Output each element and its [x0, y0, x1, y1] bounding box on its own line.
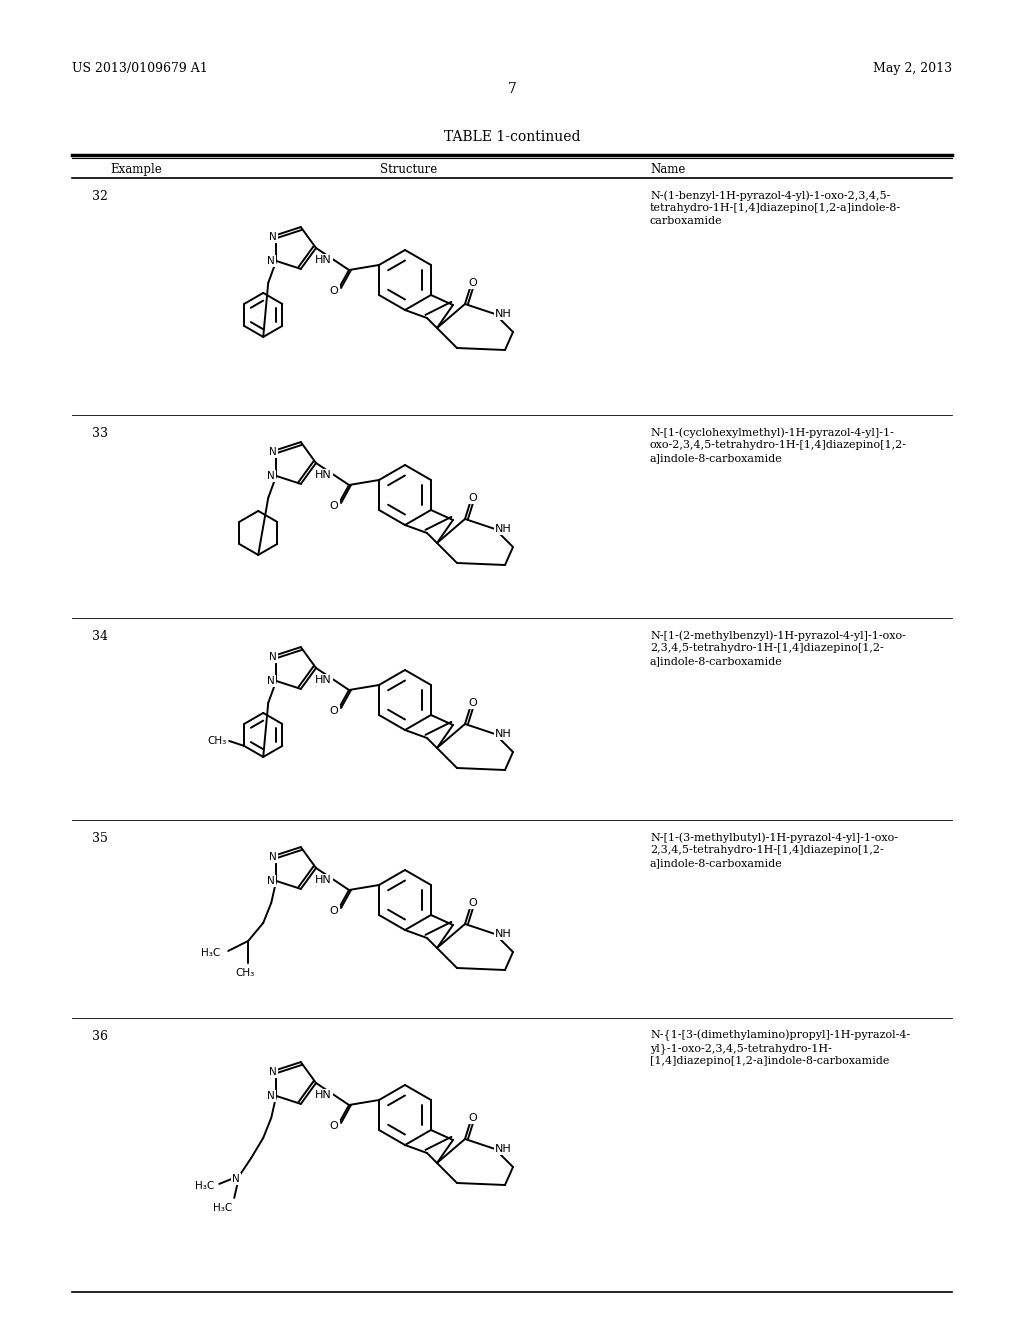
Text: 34: 34 — [92, 630, 108, 643]
Text: a]indole-8-carboxamide: a]indole-8-carboxamide — [650, 656, 782, 667]
Text: NH: NH — [495, 1144, 511, 1154]
Text: NH: NH — [495, 929, 511, 939]
Text: O: O — [469, 698, 477, 708]
Text: a]indole-8-carboxamide: a]indole-8-carboxamide — [650, 453, 782, 463]
Text: 35: 35 — [92, 832, 108, 845]
Text: H₃C: H₃C — [195, 1181, 214, 1191]
Text: O: O — [330, 502, 338, 511]
Text: CH₃: CH₃ — [208, 737, 226, 746]
Text: N: N — [267, 256, 275, 265]
Text: O: O — [330, 1121, 338, 1131]
Text: N: N — [267, 471, 275, 480]
Text: O: O — [330, 706, 338, 715]
Text: O: O — [469, 1113, 477, 1123]
Text: NH: NH — [495, 309, 511, 319]
Text: N: N — [269, 652, 278, 663]
Text: N: N — [267, 876, 275, 886]
Text: 2,3,4,5-tetrahydro-1H-[1,4]diazepino[1,2-: 2,3,4,5-tetrahydro-1H-[1,4]diazepino[1,2… — [650, 845, 884, 855]
Text: N-[1-(cyclohexylmethyl)-1H-pyrazol-4-yl]-1-: N-[1-(cyclohexylmethyl)-1H-pyrazol-4-yl]… — [650, 426, 894, 437]
Text: 33: 33 — [92, 426, 108, 440]
Text: 32: 32 — [92, 190, 108, 203]
Text: Name: Name — [650, 162, 685, 176]
Text: N: N — [269, 853, 278, 862]
Text: TABLE 1-continued: TABLE 1-continued — [443, 129, 581, 144]
Text: Example: Example — [110, 162, 162, 176]
Text: N-(1-benzyl-1H-pyrazol-4-yl)-1-oxo-2,3,4,5-: N-(1-benzyl-1H-pyrazol-4-yl)-1-oxo-2,3,4… — [650, 190, 891, 201]
Text: N: N — [269, 447, 278, 457]
Text: HN: HN — [314, 875, 332, 884]
Text: N: N — [267, 1090, 275, 1101]
Text: yl}-1-oxo-2,3,4,5-tetrahydro-1H-: yl}-1-oxo-2,3,4,5-tetrahydro-1H- — [650, 1043, 831, 1053]
Text: O: O — [469, 898, 477, 908]
Text: May 2, 2013: May 2, 2013 — [872, 62, 952, 75]
Text: CH₃: CH₃ — [236, 968, 255, 978]
Text: a]indole-8-carboxamide: a]indole-8-carboxamide — [650, 858, 782, 869]
Text: N-[1-(3-methylbutyl)-1H-pyrazol-4-yl]-1-oxo-: N-[1-(3-methylbutyl)-1H-pyrazol-4-yl]-1-… — [650, 832, 898, 842]
Text: N: N — [232, 1173, 240, 1184]
Text: oxo-2,3,4,5-tetrahydro-1H-[1,4]diazepino[1,2-: oxo-2,3,4,5-tetrahydro-1H-[1,4]diazepino… — [650, 440, 907, 450]
Text: 36: 36 — [92, 1030, 108, 1043]
Text: N-{1-[3-(dimethylamino)propyl]-1H-pyrazol-4-: N-{1-[3-(dimethylamino)propyl]-1H-pyrazo… — [650, 1030, 910, 1041]
Text: HN: HN — [314, 255, 332, 265]
Text: HN: HN — [314, 470, 332, 480]
Text: H₃C: H₃C — [201, 948, 220, 958]
Text: O: O — [330, 906, 338, 916]
Text: HN: HN — [314, 1090, 332, 1100]
Text: N: N — [269, 232, 278, 242]
Text: N-[1-(2-methylbenzyl)-1H-pyrazol-4-yl]-1-oxo-: N-[1-(2-methylbenzyl)-1H-pyrazol-4-yl]-1… — [650, 630, 906, 640]
Text: NH: NH — [495, 524, 511, 535]
Text: H₃C: H₃C — [213, 1203, 231, 1213]
Text: US 2013/0109679 A1: US 2013/0109679 A1 — [72, 62, 208, 75]
Text: 2,3,4,5-tetrahydro-1H-[1,4]diazepino[1,2-: 2,3,4,5-tetrahydro-1H-[1,4]diazepino[1,2… — [650, 643, 884, 653]
Text: O: O — [330, 286, 338, 296]
Text: NH: NH — [495, 729, 511, 739]
Text: O: O — [469, 492, 477, 503]
Text: Structure: Structure — [380, 162, 437, 176]
Text: O: O — [469, 279, 477, 288]
Text: N: N — [269, 1067, 278, 1077]
Text: N: N — [267, 676, 275, 686]
Text: carboxamide: carboxamide — [650, 216, 723, 226]
Text: tetrahydro-1H-[1,4]diazepino[1,2-a]indole-8-: tetrahydro-1H-[1,4]diazepino[1,2-a]indol… — [650, 203, 901, 213]
Text: HN: HN — [314, 675, 332, 685]
Text: [1,4]diazepino[1,2-a]indole-8-carboxamide: [1,4]diazepino[1,2-a]indole-8-carboxamid… — [650, 1056, 890, 1067]
Text: 7: 7 — [508, 82, 516, 96]
